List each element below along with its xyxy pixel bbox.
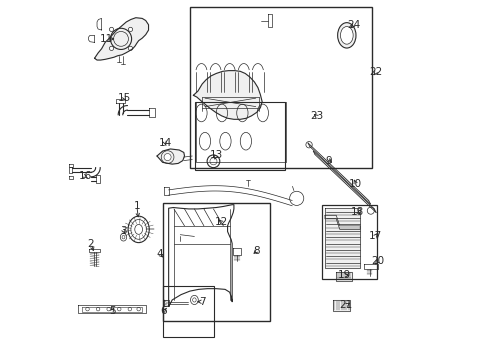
Text: 13: 13 (209, 150, 223, 160)
Circle shape (109, 27, 113, 32)
Text: 15: 15 (118, 93, 131, 103)
Bar (195, 102, 285, 171)
Ellipse shape (192, 298, 196, 302)
Ellipse shape (337, 23, 355, 48)
Text: 20: 20 (370, 256, 384, 266)
Circle shape (164, 153, 171, 161)
Circle shape (305, 141, 312, 148)
Text: 5: 5 (109, 306, 115, 315)
Circle shape (109, 46, 113, 50)
Polygon shape (193, 71, 262, 119)
Text: 9: 9 (325, 156, 332, 166)
Ellipse shape (340, 27, 352, 44)
Bar (163, 203, 270, 321)
Text: 2: 2 (87, 239, 94, 248)
Text: 21: 21 (339, 300, 352, 310)
Text: 7: 7 (199, 297, 205, 307)
Circle shape (96, 307, 100, 311)
Text: 11: 11 (100, 34, 113, 44)
Text: 16: 16 (78, 171, 91, 181)
Polygon shape (324, 208, 360, 268)
Circle shape (128, 27, 132, 32)
Ellipse shape (122, 235, 124, 239)
Circle shape (137, 307, 140, 311)
Text: 1: 1 (133, 202, 140, 211)
Text: 22: 22 (368, 67, 382, 77)
Text: 17: 17 (367, 231, 381, 242)
Text: 3: 3 (120, 226, 127, 236)
Bar (322, 205, 376, 279)
Polygon shape (332, 300, 349, 311)
Text: 8: 8 (253, 246, 260, 256)
Bar (163, 286, 213, 337)
Text: 18: 18 (350, 207, 363, 217)
Circle shape (128, 307, 131, 311)
Circle shape (107, 307, 110, 311)
Text: 19: 19 (337, 270, 350, 280)
Text: 24: 24 (346, 20, 360, 30)
Circle shape (117, 307, 121, 311)
Circle shape (128, 46, 132, 50)
Text: 14: 14 (158, 138, 171, 148)
Bar (189, 7, 371, 168)
Circle shape (209, 158, 217, 165)
Text: 23: 23 (309, 112, 323, 121)
Circle shape (366, 207, 374, 214)
Polygon shape (157, 149, 184, 164)
Circle shape (85, 307, 89, 311)
Text: 6: 6 (161, 306, 167, 315)
Text: 10: 10 (348, 179, 362, 189)
Polygon shape (94, 18, 148, 60)
Text: 4: 4 (156, 249, 163, 259)
Polygon shape (336, 273, 351, 280)
Text: 12: 12 (215, 217, 228, 227)
